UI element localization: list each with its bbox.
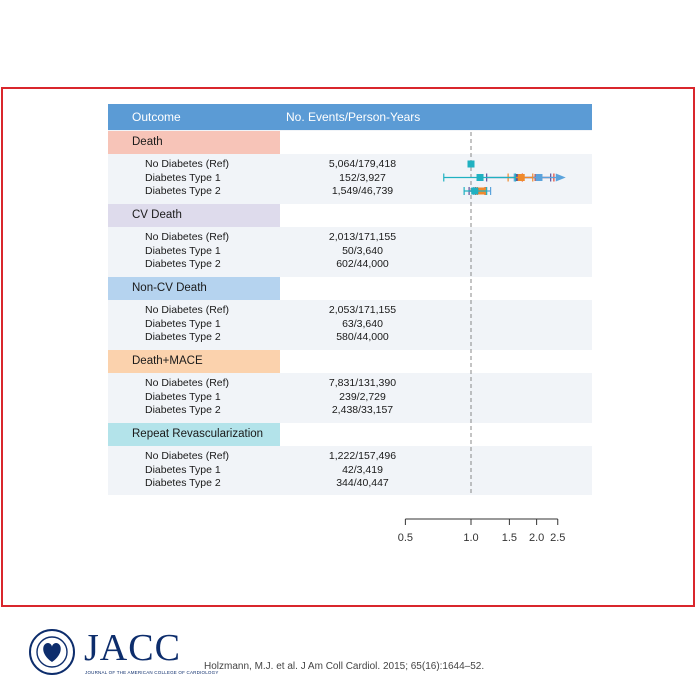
group-header-strip [280, 277, 592, 300]
row-label: Diabetes Type 1 [145, 390, 221, 403]
group-header: CV Death [108, 204, 280, 227]
point-estimate [517, 174, 525, 181]
row-label: No Diabetes (Ref) [145, 450, 230, 462]
row-events: 2,053/171,155 [328, 304, 397, 316]
row-events: 1,549/46,739 [331, 185, 394, 197]
figure-border [1, 87, 695, 607]
row-label: Diabetes Type 2 [145, 404, 221, 416]
group-label: Repeat Revascularization [132, 428, 264, 440]
group-header-strip [280, 204, 592, 227]
jacc-seal-logo [28, 628, 76, 681]
group-header-strip [280, 350, 592, 373]
events-column-header: No. Events/Person-Years [286, 110, 421, 124]
row-events: 239/2,729 [339, 390, 386, 403]
row-events: 602/44,000 [336, 258, 389, 270]
row-events: 152/3,927 [339, 171, 386, 184]
group-label: Non-CV Death [132, 282, 207, 294]
group-header: Repeat Revascularization [108, 423, 280, 446]
group-header: Death+MACE [108, 350, 280, 373]
table-header: Outcome No. Events/Person-Years [108, 104, 592, 130]
group-label: CV Death [132, 209, 182, 221]
x-tick-label: 2.0 [529, 532, 544, 544]
row-label: No Diabetes (Ref) [145, 377, 230, 389]
row-label: Diabetes Type 1 [145, 463, 221, 476]
row-events: 1,222/157,496 [328, 450, 397, 462]
row-label: Diabetes Type 1 [145, 171, 221, 184]
row-events: 42/3,419 [342, 463, 383, 476]
row-events: 7,831/131,390 [328, 377, 397, 389]
row-label: Diabetes Type 1 [145, 244, 221, 257]
group-header-strip [280, 131, 592, 154]
row-events: 5,064/179,418 [328, 158, 397, 170]
row-label: No Diabetes (Ref) [145, 304, 230, 316]
row-label: Diabetes Type 1 [145, 317, 221, 330]
row-events: 63/3,640 [342, 317, 383, 330]
point-estimate [467, 160, 475, 168]
x-tick-label: 1.0 [463, 532, 478, 544]
x-tick-label: 2.5 [550, 532, 565, 544]
row-events: 580/44,000 [336, 331, 389, 343]
point-estimate [476, 174, 484, 181]
ci-arrow [555, 173, 566, 182]
group-header: Death [108, 131, 280, 154]
row-events: 2,438/33,157 [331, 404, 394, 416]
journal-name: JOURNAL OF THE AMERICAN COLLEGE OF CARDI… [85, 670, 219, 675]
point-estimate [471, 187, 479, 195]
row-label: Diabetes Type 2 [145, 477, 221, 489]
row-label: No Diabetes (Ref) [145, 231, 230, 243]
outcome-column-header: Outcome [132, 110, 181, 124]
row-label: No Diabetes (Ref) [145, 158, 230, 170]
x-tick-label: 0.5 [398, 532, 413, 544]
group-label: Death+MACE [132, 355, 203, 367]
jacc-wordmark: JACC [84, 627, 181, 669]
group-label: Death [132, 136, 163, 148]
row-events: 344/40,447 [336, 477, 389, 489]
row-events: 2,013/171,155 [328, 231, 397, 243]
group-header: Non-CV Death [108, 277, 280, 300]
row-events: 50/3,640 [342, 244, 383, 257]
point-estimate [535, 174, 543, 181]
group-header-strip [280, 423, 592, 446]
row-label: Diabetes Type 2 [145, 258, 221, 270]
x-tick-label: 1.5 [502, 532, 517, 544]
row-label: Diabetes Type 2 [145, 331, 221, 343]
citation-text: Holzmann, M.J. et al. J Am Coll Cardiol.… [204, 661, 485, 672]
row-label: Diabetes Type 2 [145, 185, 221, 197]
